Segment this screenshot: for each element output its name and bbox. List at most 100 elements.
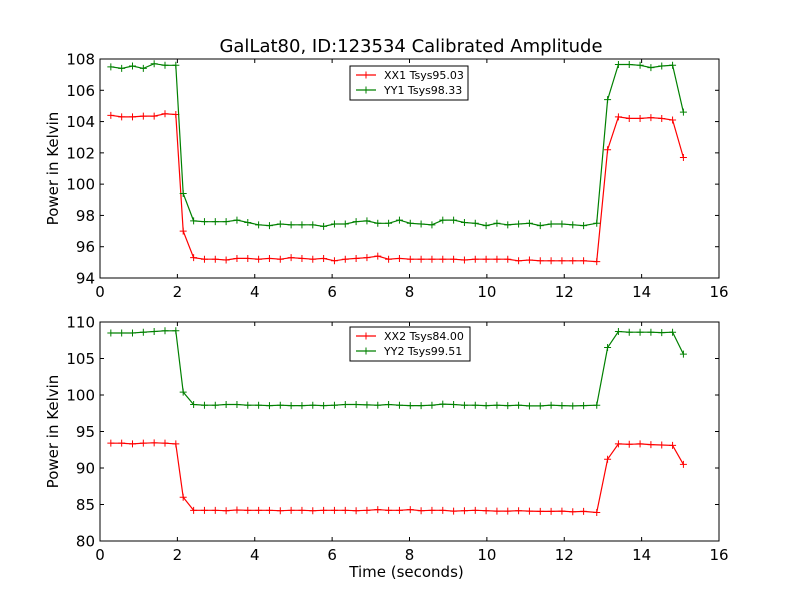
data-point-marker <box>406 219 414 227</box>
data-point-marker <box>222 256 230 264</box>
data-point-marker <box>107 439 115 447</box>
data-point-marker <box>395 506 403 514</box>
data-point-marker <box>504 402 512 410</box>
data-point-marker <box>593 219 601 227</box>
series-2-2 <box>107 327 687 410</box>
data-point-marker <box>161 61 169 69</box>
data-point-marker <box>150 112 158 120</box>
data-point-marker <box>614 440 622 448</box>
data-point-marker <box>179 388 187 396</box>
data-point-marker <box>471 506 479 514</box>
data-point-marker <box>669 116 677 124</box>
data-point-marker <box>515 257 523 265</box>
y-tick-label: 106 <box>66 82 95 100</box>
x-tick-label: 8 <box>405 546 415 564</box>
legend-label: YY1 Tsys98.33 <box>383 84 462 97</box>
data-point-marker <box>211 255 219 263</box>
data-point-marker <box>493 219 501 227</box>
data-point-marker <box>547 220 555 228</box>
x-tick-label: 0 <box>95 546 105 564</box>
data-point-marker <box>679 460 687 468</box>
data-point-marker <box>547 507 555 515</box>
data-point-marker <box>406 255 414 263</box>
data-point-marker <box>374 401 382 409</box>
chart-title: GalLat80, ID:123534 Calibrated Amplitude <box>219 36 602 57</box>
data-point-marker <box>493 255 501 263</box>
data-point-marker <box>341 400 349 408</box>
data-point-marker <box>547 401 555 409</box>
data-point-marker <box>647 441 655 449</box>
data-point-marker <box>341 255 349 263</box>
data-point-marker <box>244 218 252 226</box>
data-point-marker <box>320 222 328 230</box>
data-point-marker <box>352 507 360 515</box>
data-point-marker <box>482 507 490 515</box>
data-point-marker <box>504 507 512 515</box>
data-point-marker <box>504 255 512 263</box>
y-tick-label: 110 <box>66 314 95 332</box>
data-point-marker <box>287 402 295 410</box>
data-point-marker <box>385 506 393 514</box>
data-point-marker <box>352 254 360 262</box>
y-tick-label: 98 <box>76 207 95 225</box>
data-point-marker <box>604 344 612 352</box>
data-point-marker <box>363 254 371 262</box>
data-point-marker <box>211 506 219 514</box>
data-point-marker <box>669 441 677 449</box>
data-point-marker <box>417 255 425 263</box>
y-tick-label: 85 <box>76 496 95 514</box>
data-point-marker <box>352 400 360 408</box>
data-point-marker <box>265 254 273 262</box>
x-tick-label: 4 <box>250 546 260 564</box>
data-point-marker <box>190 506 198 514</box>
x-tick-label: 12 <box>555 283 574 301</box>
data-point-marker <box>428 255 436 263</box>
data-point-marker <box>569 508 577 516</box>
x-tick-label: 4 <box>250 283 260 301</box>
data-point-marker <box>625 114 633 122</box>
data-point-marker <box>330 257 338 265</box>
data-point-marker <box>417 507 425 515</box>
data-point-marker <box>536 402 544 410</box>
data-point-marker <box>658 62 666 70</box>
x-axis-label: Time (seconds) <box>348 563 464 581</box>
data-point-marker <box>636 61 644 69</box>
data-point-marker <box>679 108 687 116</box>
data-point-marker <box>558 402 566 410</box>
data-point-marker <box>525 507 533 515</box>
series-1-2 <box>107 60 687 230</box>
data-point-marker <box>363 506 371 514</box>
data-point-marker <box>255 221 263 229</box>
data-point-marker <box>385 400 393 408</box>
data-point-marker <box>536 257 544 265</box>
y-tick-label: 100 <box>66 387 95 405</box>
legend-label: XX2 Tsys84.00 <box>384 330 464 343</box>
data-point-marker <box>460 507 468 515</box>
legend-swatch-marker <box>362 332 370 340</box>
x-tick-label: 2 <box>173 546 183 564</box>
data-point-marker <box>450 507 458 515</box>
data-point-marker <box>298 506 306 514</box>
legend-swatch-marker <box>362 86 370 94</box>
data-point-marker <box>233 400 241 408</box>
data-point-marker <box>428 221 436 229</box>
data-point-marker <box>179 227 187 235</box>
x-tick-label: 16 <box>709 546 728 564</box>
data-point-marker <box>118 113 126 121</box>
x-tick-label: 12 <box>555 546 574 564</box>
data-point-marker <box>395 401 403 409</box>
data-point-marker <box>222 218 230 226</box>
legend-2: XX2 Tsys84.00 YY2 Tsys99.51 <box>349 326 471 362</box>
x-tick-label: 10 <box>477 546 496 564</box>
data-point-marker <box>593 258 601 266</box>
data-point-marker <box>118 64 126 72</box>
y-axis-label: Power in Kelvin <box>44 375 62 489</box>
data-point-marker <box>482 222 490 230</box>
data-point-marker <box>460 256 468 264</box>
data-point-marker <box>128 329 136 337</box>
data-point-marker <box>222 507 230 515</box>
data-point-marker <box>460 401 468 409</box>
data-point-marker <box>341 220 349 228</box>
data-point-marker <box>569 221 577 229</box>
data-point-marker <box>385 219 393 227</box>
